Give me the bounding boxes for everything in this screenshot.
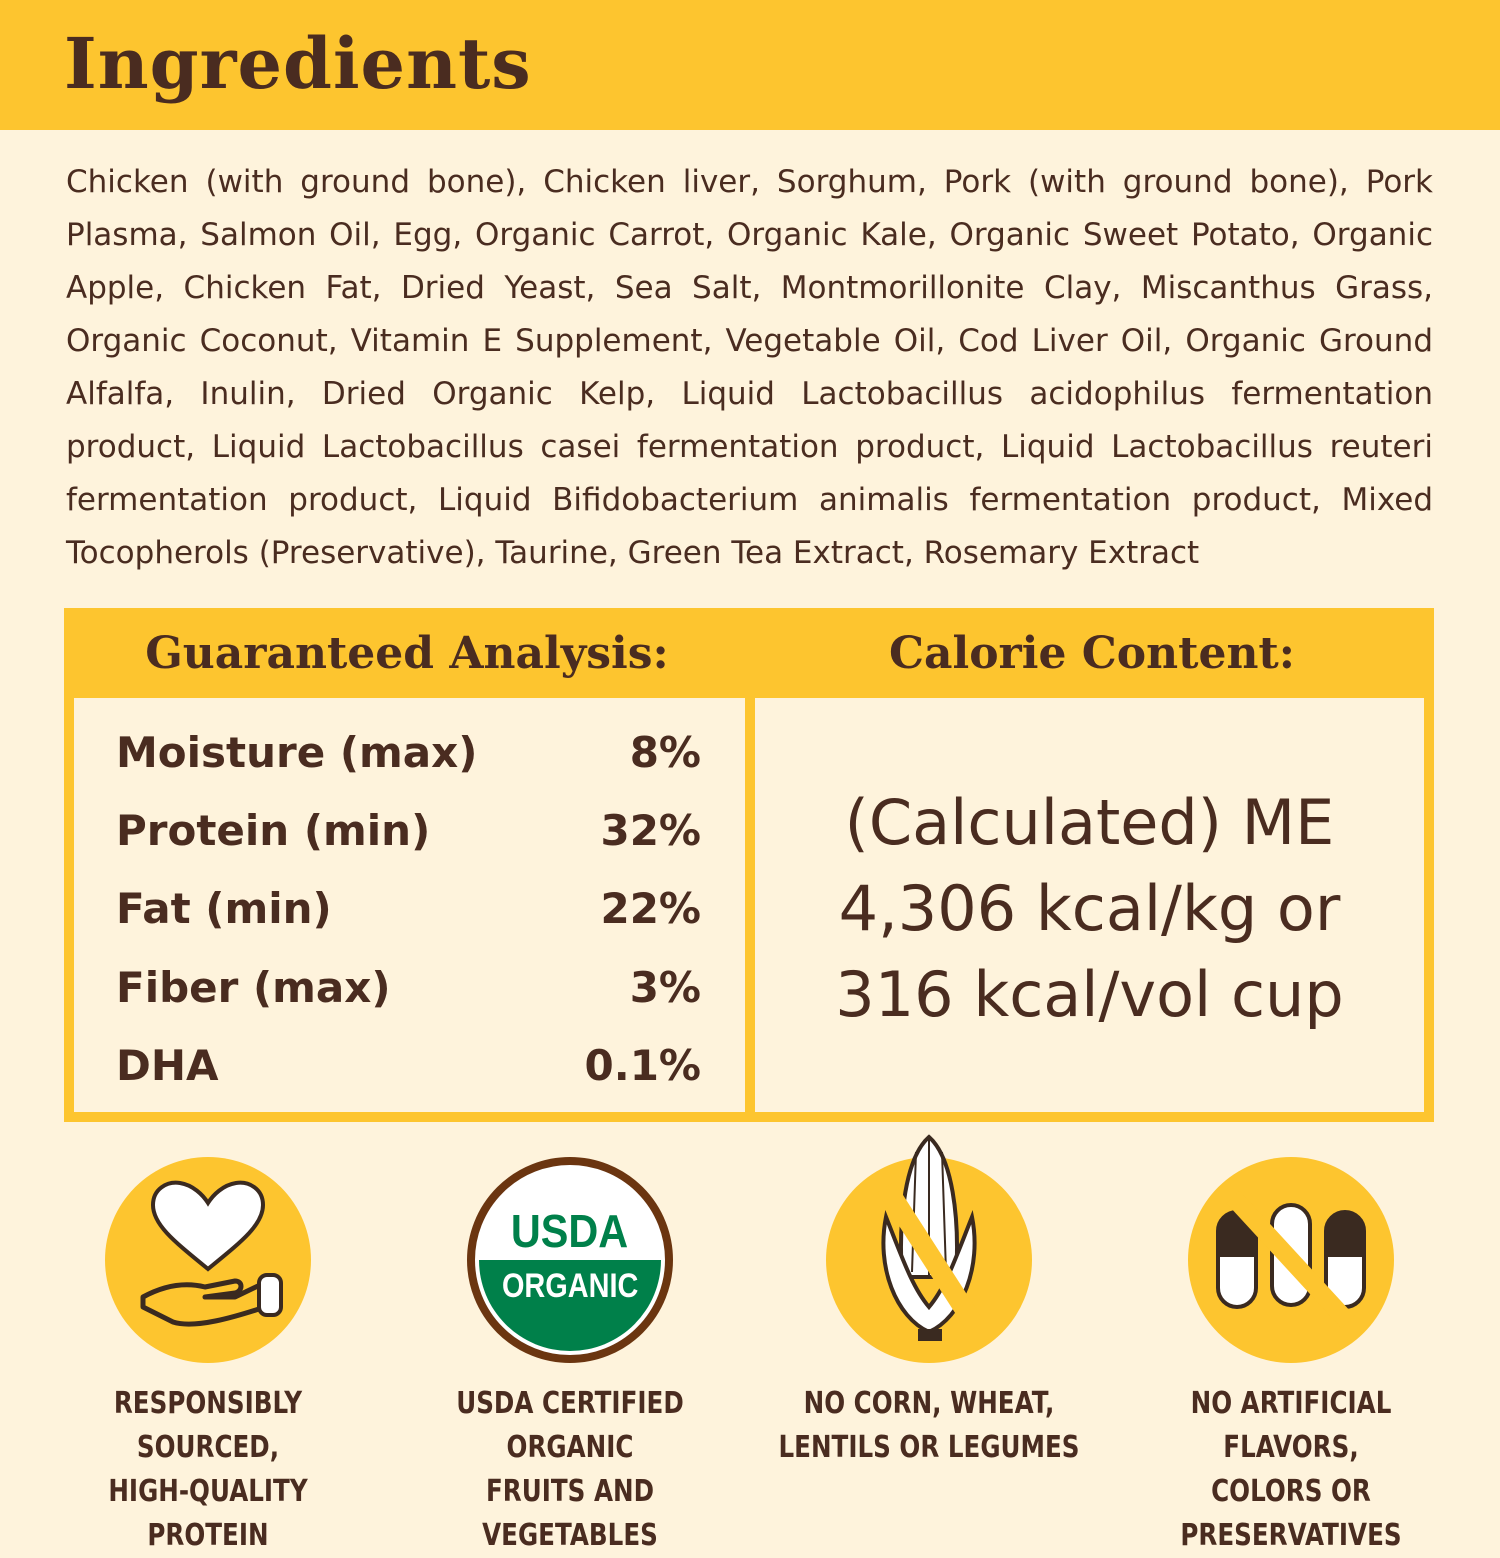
badge-caption: USDA CERTIFIED ORGANIC FRUITS AND VEGETAB… [414,1382,726,1558]
calorie-text: (Calculated) ME 4,306 kcal/kg or 316 kca… [755,780,1424,1038]
analysis-heading: Guaranteed Analysis: [145,627,669,679]
caption-line: LENTILS OR LEGUMES [778,1430,1080,1465]
analysis-value: 8% [629,727,701,777]
caption-line: USDA CERTIFIED ORGANIC [456,1386,684,1465]
ingredients-list: Chicken (with ground bone), Chicken live… [66,164,1433,571]
no-corn-icon [826,1134,1032,1363]
analysis-row: Moisture (max) 8% [116,722,701,782]
heart-hand-icon [105,1157,311,1363]
analysis-value: 22% [600,883,701,933]
calorie-cell: (Calculated) ME 4,306 kcal/kg or 316 kca… [755,698,1424,1112]
caption-line: COLORS OR PRESERVATIVES [1180,1474,1402,1553]
analysis-row: Fat (min) 22% [116,878,701,938]
analysis-label: Protein (min) [116,805,431,855]
badge-caption: RESPONSIBLY SOURCED, HIGH-QUALITY PROTEIN [52,1382,364,1558]
analysis-cell: Moisture (max) 8% Protein (min) 32% Fat (m… [74,698,745,1112]
analysis-label: Fiber (max) [116,962,391,1012]
no-capsules-icon [1188,1157,1394,1363]
seal-bottom-text: ORGANIC [502,1266,638,1305]
analysis-value: 3% [629,962,701,1012]
analysis-row: Protein (min) 32% [116,800,701,860]
analysis-value: 0.1% [584,1040,701,1090]
usda-organic-seal: USDA ORGANIC [467,1157,673,1363]
calorie-heading: Calorie Content: [888,627,1296,679]
caption-line: FRUITS AND VEGETABLES [482,1474,658,1553]
badge-caption: NO ARTIFICIAL FLAVORS, COLORS OR PRESERVA… [1135,1382,1447,1558]
analysis-label: Fat (min) [116,883,332,933]
analysis-label: DHA [116,1040,219,1090]
calorie-line: 316 kcal/vol cup [835,958,1344,1031]
caption-line: NO ARTIFICIAL FLAVORS, [1190,1386,1392,1465]
header-band: Ingredients [0,0,1500,130]
nutrition-table: Guaranteed Analysis: Calorie Content: Mo… [64,608,1434,1122]
page-title: Ingredients [64,22,532,105]
analysis-row: DHA 0.1% [116,1035,701,1095]
seal-top-text: USDA [511,1206,628,1258]
badge-caption: NO CORN, WHEAT, LENTILS OR LEGUMES [773,1382,1085,1470]
calorie-line: (Calculated) ME [844,786,1335,859]
calorie-line: 4,306 kcal/kg or [838,872,1341,945]
caption-line: HIGH-QUALITY PROTEIN [108,1474,308,1553]
caption-line: NO CORN, WHEAT, [803,1386,1055,1421]
analysis-label: Moisture (max) [116,727,478,777]
caption-line: RESPONSIBLY SOURCED, [113,1386,303,1465]
analysis-row: Fiber (max) 3% [116,957,701,1017]
analysis-value: 32% [600,805,701,855]
